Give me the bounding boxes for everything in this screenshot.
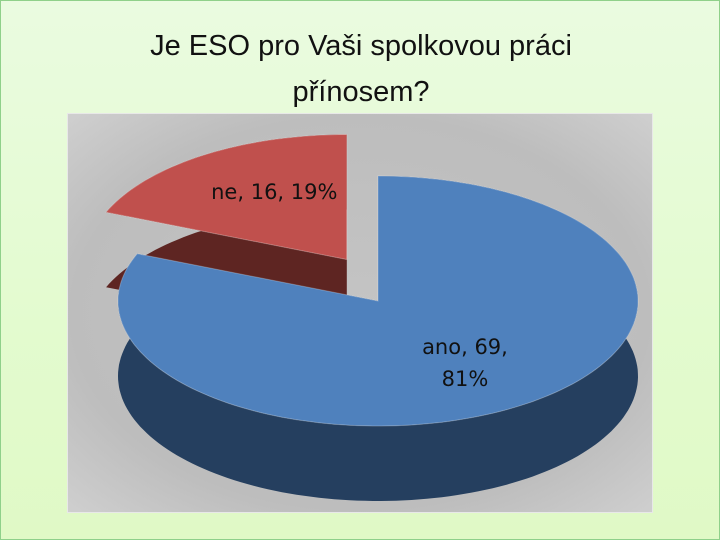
chart-title: Je ESO pro Vaši spolkovou práci přínosem…: [150, 30, 572, 108]
pie-slice: [117, 175, 639, 427]
data-label: ano, 69, 81%: [422, 335, 508, 392]
pie-slice: [105, 134, 348, 261]
data-label: ne, 16, 19%: [211, 179, 338, 204]
